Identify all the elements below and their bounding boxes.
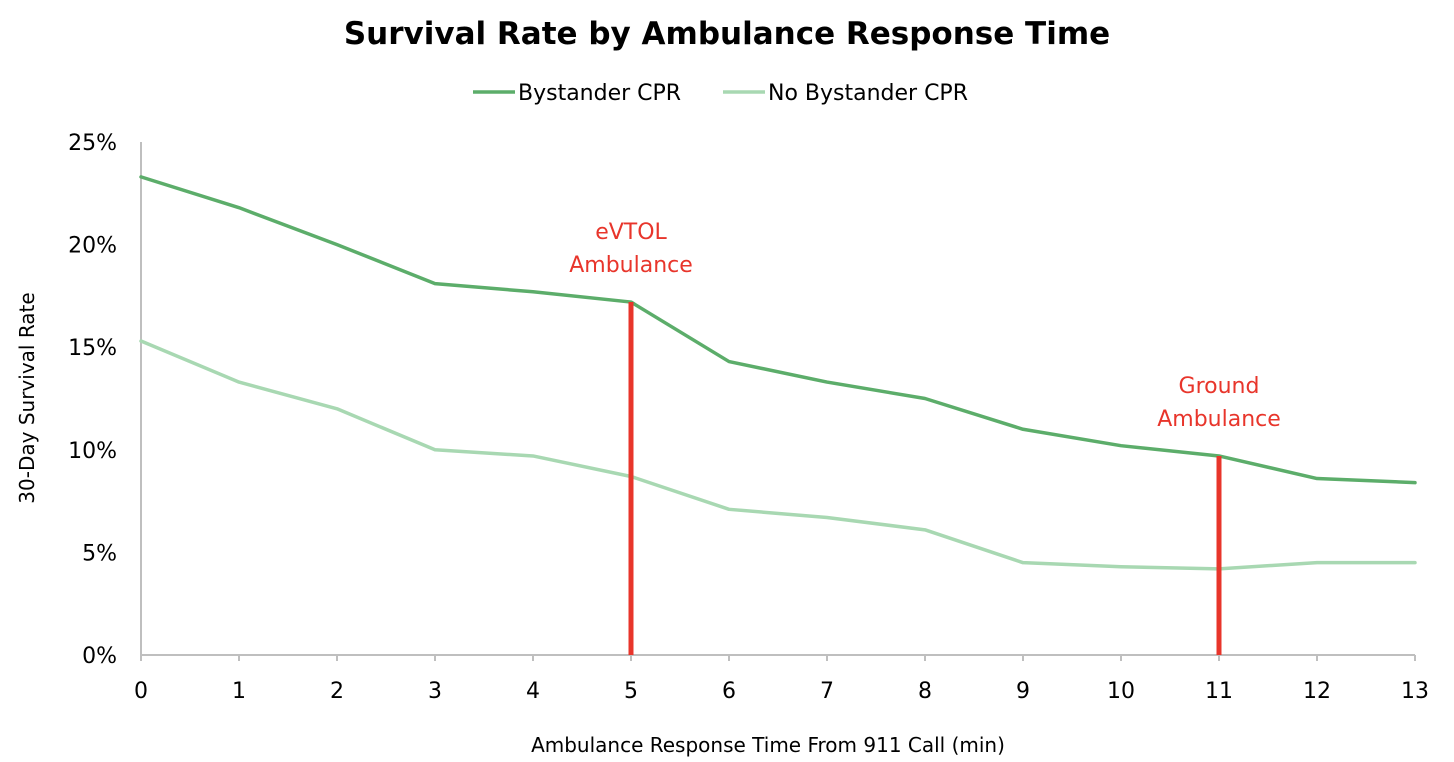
x-tick-label: 1	[232, 679, 246, 704]
x-tick-label: 8	[918, 679, 932, 704]
x-tick-label: 4	[526, 679, 540, 704]
chart-title: Survival Rate by Ambulance Response Time	[344, 16, 1110, 52]
x-tick-label: 3	[428, 679, 442, 704]
x-tick-label: 2	[330, 679, 344, 704]
y-tick-label: 25%	[68, 131, 117, 156]
series-line-no-bystander-cpr	[139, 339, 1417, 571]
annotation-label: Ground	[1179, 374, 1260, 399]
x-tick-label: 9	[1016, 679, 1030, 704]
y-tick-label: 15%	[68, 336, 117, 361]
legend-label: Bystander CPR	[518, 81, 681, 106]
annotation-label: eVTOL	[595, 220, 667, 245]
legend: Bystander CPR No Bystander CPR	[473, 81, 968, 106]
x-tick-label: 5	[624, 679, 638, 704]
annotation-label: Ambulance	[1157, 407, 1281, 432]
x-tick-label: 10	[1107, 679, 1135, 704]
x-tick-label: 12	[1303, 679, 1331, 704]
x-tick-label: 0	[134, 679, 148, 704]
annotation-label: Ambulance	[569, 253, 693, 278]
y-tick-label: 10%	[68, 439, 117, 464]
series-line-bystander-cpr	[139, 175, 1417, 485]
x-tick-label: 11	[1205, 679, 1233, 704]
y-axis-label: 30-Day Survival Rate	[15, 292, 39, 503]
x-tick-label: 7	[820, 679, 834, 704]
x-tick-label: 6	[722, 679, 736, 704]
y-tick-label: 0%	[82, 644, 117, 669]
y-tick-label: 5%	[82, 541, 117, 566]
plot-area: 0%5%10%15%20%25%0 1 2 3 4 5 6 7 8 9 10 11 12 13eVTOLA…	[68, 131, 1429, 704]
x-tick-label: 13	[1401, 679, 1429, 704]
legend-label: No Bystander CPR	[768, 81, 968, 106]
y-tick-label: 20%	[68, 234, 117, 259]
x-axis-label: Ambulance Response Time From 911 Call (m…	[531, 733, 1005, 757]
